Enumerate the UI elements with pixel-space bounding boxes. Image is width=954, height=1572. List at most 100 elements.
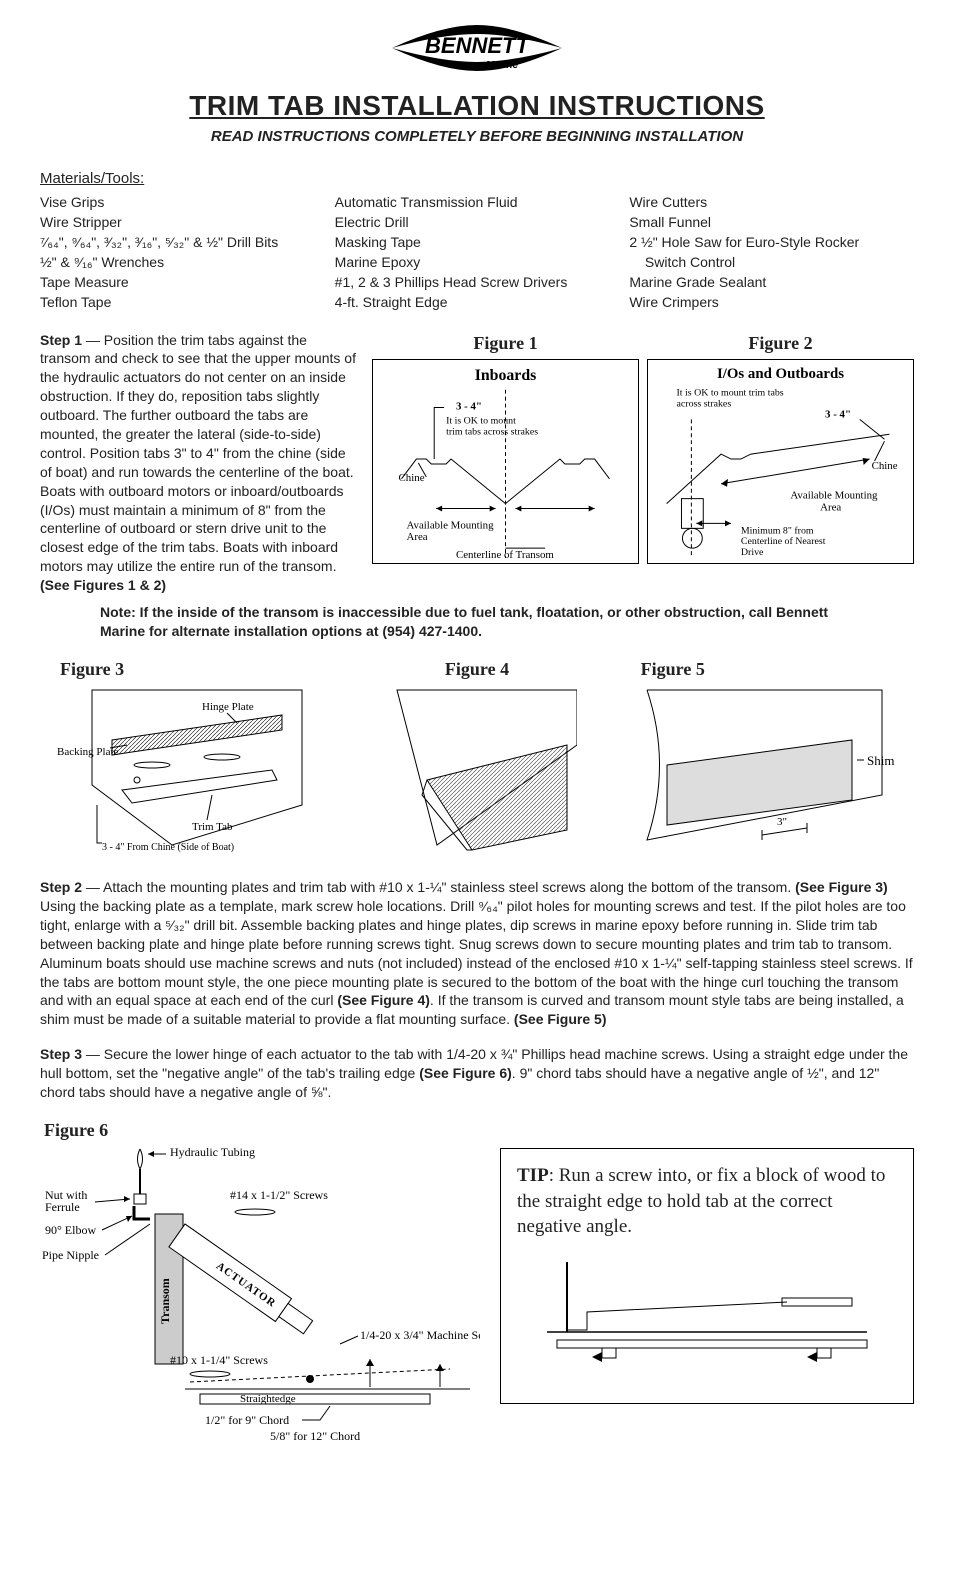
svg-text:Centerline of Nearest: Centerline of Nearest — [741, 536, 826, 547]
svg-text:3": 3" — [777, 816, 787, 828]
page-title: TRIM TAB INSTALLATION INSTRUCTIONS — [40, 87, 914, 125]
step2-b1: (See Figure 3) — [795, 879, 888, 895]
svg-text:across strakes: across strakes — [677, 398, 732, 409]
material-item: Vise Grips — [40, 193, 325, 212]
material-item: Electric Drill — [335, 213, 620, 232]
svg-text:Minimum 8" from: Minimum 8" from — [741, 525, 814, 536]
svg-text:I/Os and Outboards: I/Os and Outboards — [717, 366, 844, 382]
svg-text:Area: Area — [406, 531, 427, 543]
materials-col-3: Wire Cutters Small Funnel 2 ½" Hole Saw … — [629, 193, 914, 312]
step2-p1: — Attach the mounting plates and trim ta… — [82, 879, 795, 895]
step3-b1: (See Figure 6) — [419, 1065, 512, 1081]
figures-3-4-5: Figure 3 Backing Plate Hinge Plate Trim … — [40, 657, 914, 860]
material-item: Marine Grade Sealant — [629, 273, 914, 292]
bottom-row: Figure 6 Hydraulic Tubing Nut with Ferru… — [40, 1118, 914, 1449]
material-item: Switch Control — [629, 253, 914, 272]
step3-lead: Step 3 — [40, 1046, 82, 1062]
tip-lead: TIP — [517, 1165, 549, 1186]
material-item: Automatic Transmission Fluid — [335, 193, 620, 212]
bennett-logo-svg: BENNETT Marine — [382, 20, 572, 76]
materials-columns: Vise Grips Wire Stripper ⁷⁄₆₄", ⁹⁄₆₄", ³… — [40, 193, 914, 312]
svg-text:1/2" for 9" Chord: 1/2" for 9" Chord — [205, 1413, 289, 1427]
svg-text:Pipe Nipple: Pipe Nipple — [42, 1248, 99, 1262]
materials-heading: Materials/Tools: — [40, 169, 914, 189]
step1-body: — Position the trim tabs against the tra… — [40, 332, 356, 575]
svg-text:Shim: Shim — [867, 753, 894, 768]
svg-text:Straightedge: Straightedge — [240, 1393, 296, 1405]
step3-para: Step 3 — Secure the lower hinge of each … — [40, 1045, 914, 1102]
tip-box: TIP: Run a screw into, or fix a block of… — [500, 1148, 914, 1405]
figure-5: Figure 5 Shim 3" — [631, 657, 914, 860]
figures-1-2: Figure 1 Inboards 3 - 4" It is OK to mou… — [372, 331, 914, 595]
svg-text:trim tabs across strakes: trim tabs across strakes — [446, 426, 538, 437]
material-item: Masking Tape — [335, 233, 620, 252]
svg-text:Available Mounting: Available Mounting — [406, 519, 494, 531]
figure-2-frame: I/Os and Outboards It is OK to mount tri… — [647, 359, 914, 564]
figure-5-label: Figure 5 — [631, 657, 914, 681]
figure-1: Figure 1 Inboards 3 - 4" It is OK to mou… — [372, 331, 639, 595]
material-item: Wire Cutters — [629, 193, 914, 212]
note-block: Note: If the inside of the transom is in… — [100, 603, 874, 641]
page-subtitle: READ INSTRUCTIONS COMPLETELY BEFORE BEGI… — [40, 127, 914, 147]
svg-text:Hydraulic Tubing: Hydraulic Tubing — [170, 1145, 255, 1159]
svg-text:Transom: Transom — [158, 1278, 172, 1324]
figure-1-label: Figure 1 — [372, 331, 639, 355]
svg-text:3 - 4" From Chine (Side of Boa: 3 - 4" From Chine (Side of Boat) — [102, 842, 234, 853]
step2-para: Step 2 — Attach the mounting plates and … — [40, 878, 914, 1029]
step2-b2: (See Figure 4) — [337, 992, 430, 1008]
logo: BENNETT Marine — [40, 20, 914, 81]
svg-text:Chine: Chine — [399, 472, 425, 484]
svg-text:5/8" for 12" Chord: 5/8" for 12" Chord — [270, 1429, 360, 1443]
material-item: 2 ½" Hole Saw for Euro-Style Rocker — [629, 233, 914, 252]
tip-column: TIP: Run a screw into, or fix a block of… — [500, 1118, 914, 1405]
figure-6-label: Figure 6 — [40, 1118, 480, 1142]
svg-text:#14 x 1-1/2" Screws: #14 x 1-1/2" Screws — [230, 1188, 328, 1202]
materials-col-2: Automatic Transmission Fluid Electric Dr… — [335, 193, 620, 312]
material-item: Tape Measure — [40, 273, 325, 292]
svg-text:Drive: Drive — [741, 547, 764, 558]
svg-text:90° Elbow: 90° Elbow — [45, 1223, 96, 1237]
svg-text:Ferrule: Ferrule — [45, 1200, 80, 1214]
tip-body: : Run a screw into, or fix a block of wo… — [517, 1165, 885, 1237]
svg-text:It is OK to mount: It is OK to mount — [446, 415, 516, 426]
svg-text:Available Mounting: Available Mounting — [790, 489, 878, 501]
svg-text:Trim Tab: Trim Tab — [192, 821, 233, 833]
material-item: Wire Stripper — [40, 213, 325, 232]
svg-text:Area: Area — [820, 501, 841, 513]
svg-text:#10 x 1-1/4" Screws: #10 x 1-1/4" Screws — [170, 1353, 268, 1367]
svg-text:Chine: Chine — [872, 460, 898, 472]
material-item: Marine Epoxy — [335, 253, 620, 272]
figure-3: Figure 3 Backing Plate Hinge Plate Trim … — [40, 657, 323, 860]
svg-text:BENNETT: BENNETT — [425, 33, 530, 58]
tip-diagram — [517, 1252, 897, 1382]
figure-2-label: Figure 2 — [647, 331, 914, 355]
step1-lead: Step 1 — [40, 332, 82, 348]
svg-text:Backing Plate: Backing Plate — [57, 746, 119, 758]
figure-2: Figure 2 I/Os and Outboards It is OK to … — [647, 331, 914, 595]
svg-text:It is OK to mount trim tabs: It is OK to mount trim tabs — [677, 387, 784, 398]
material-item: 4-ft. Straight Edge — [335, 293, 620, 312]
svg-text:3 - 4": 3 - 4" — [825, 408, 851, 420]
step2-b3: (See Figure 5) — [514, 1011, 607, 1027]
svg-text:1/4-20 x 3/4" Machine Screws: 1/4-20 x 3/4" Machine Screws — [360, 1328, 480, 1342]
step1-see-figures: (See Figures 1 & 2) — [40, 576, 360, 595]
svg-text:Inboards: Inboards — [475, 367, 537, 384]
material-item: Wire Crimpers — [629, 293, 914, 312]
figure-6: Figure 6 Hydraulic Tubing Nut with Ferru… — [40, 1118, 480, 1449]
material-item: Teflon Tape — [40, 293, 325, 312]
svg-text:3 - 4": 3 - 4" — [456, 400, 482, 412]
step1-row: Step 1 — Position the trim tabs against … — [40, 331, 914, 595]
step1-text: Step 1 — Position the trim tabs against … — [40, 331, 360, 595]
figure-4: Figure 4 — [335, 657, 618, 860]
svg-text:Centerline of Transom: Centerline of Transom — [456, 549, 554, 561]
step2-lead: Step 2 — [40, 879, 82, 895]
figure-3-label: Figure 3 — [40, 657, 323, 681]
svg-text:Hinge Plate: Hinge Plate — [202, 701, 254, 713]
material-item: ⁷⁄₆₄", ⁹⁄₆₄", ³⁄₃₂", ³⁄₁₆", ⁵⁄₃₂" & ½" D… — [40, 233, 325, 252]
material-item: Small Funnel — [629, 213, 914, 232]
materials-col-1: Vise Grips Wire Stripper ⁷⁄₆₄", ⁹⁄₆₄", ³… — [40, 193, 325, 312]
figure-4-label: Figure 4 — [335, 657, 618, 681]
figure-1-frame: Inboards 3 - 4" It is OK to mount trim t… — [372, 359, 639, 564]
material-item: #1, 2 & 3 Phillips Head Screw Drivers — [335, 273, 620, 292]
svg-text:Marine: Marine — [486, 60, 519, 71]
